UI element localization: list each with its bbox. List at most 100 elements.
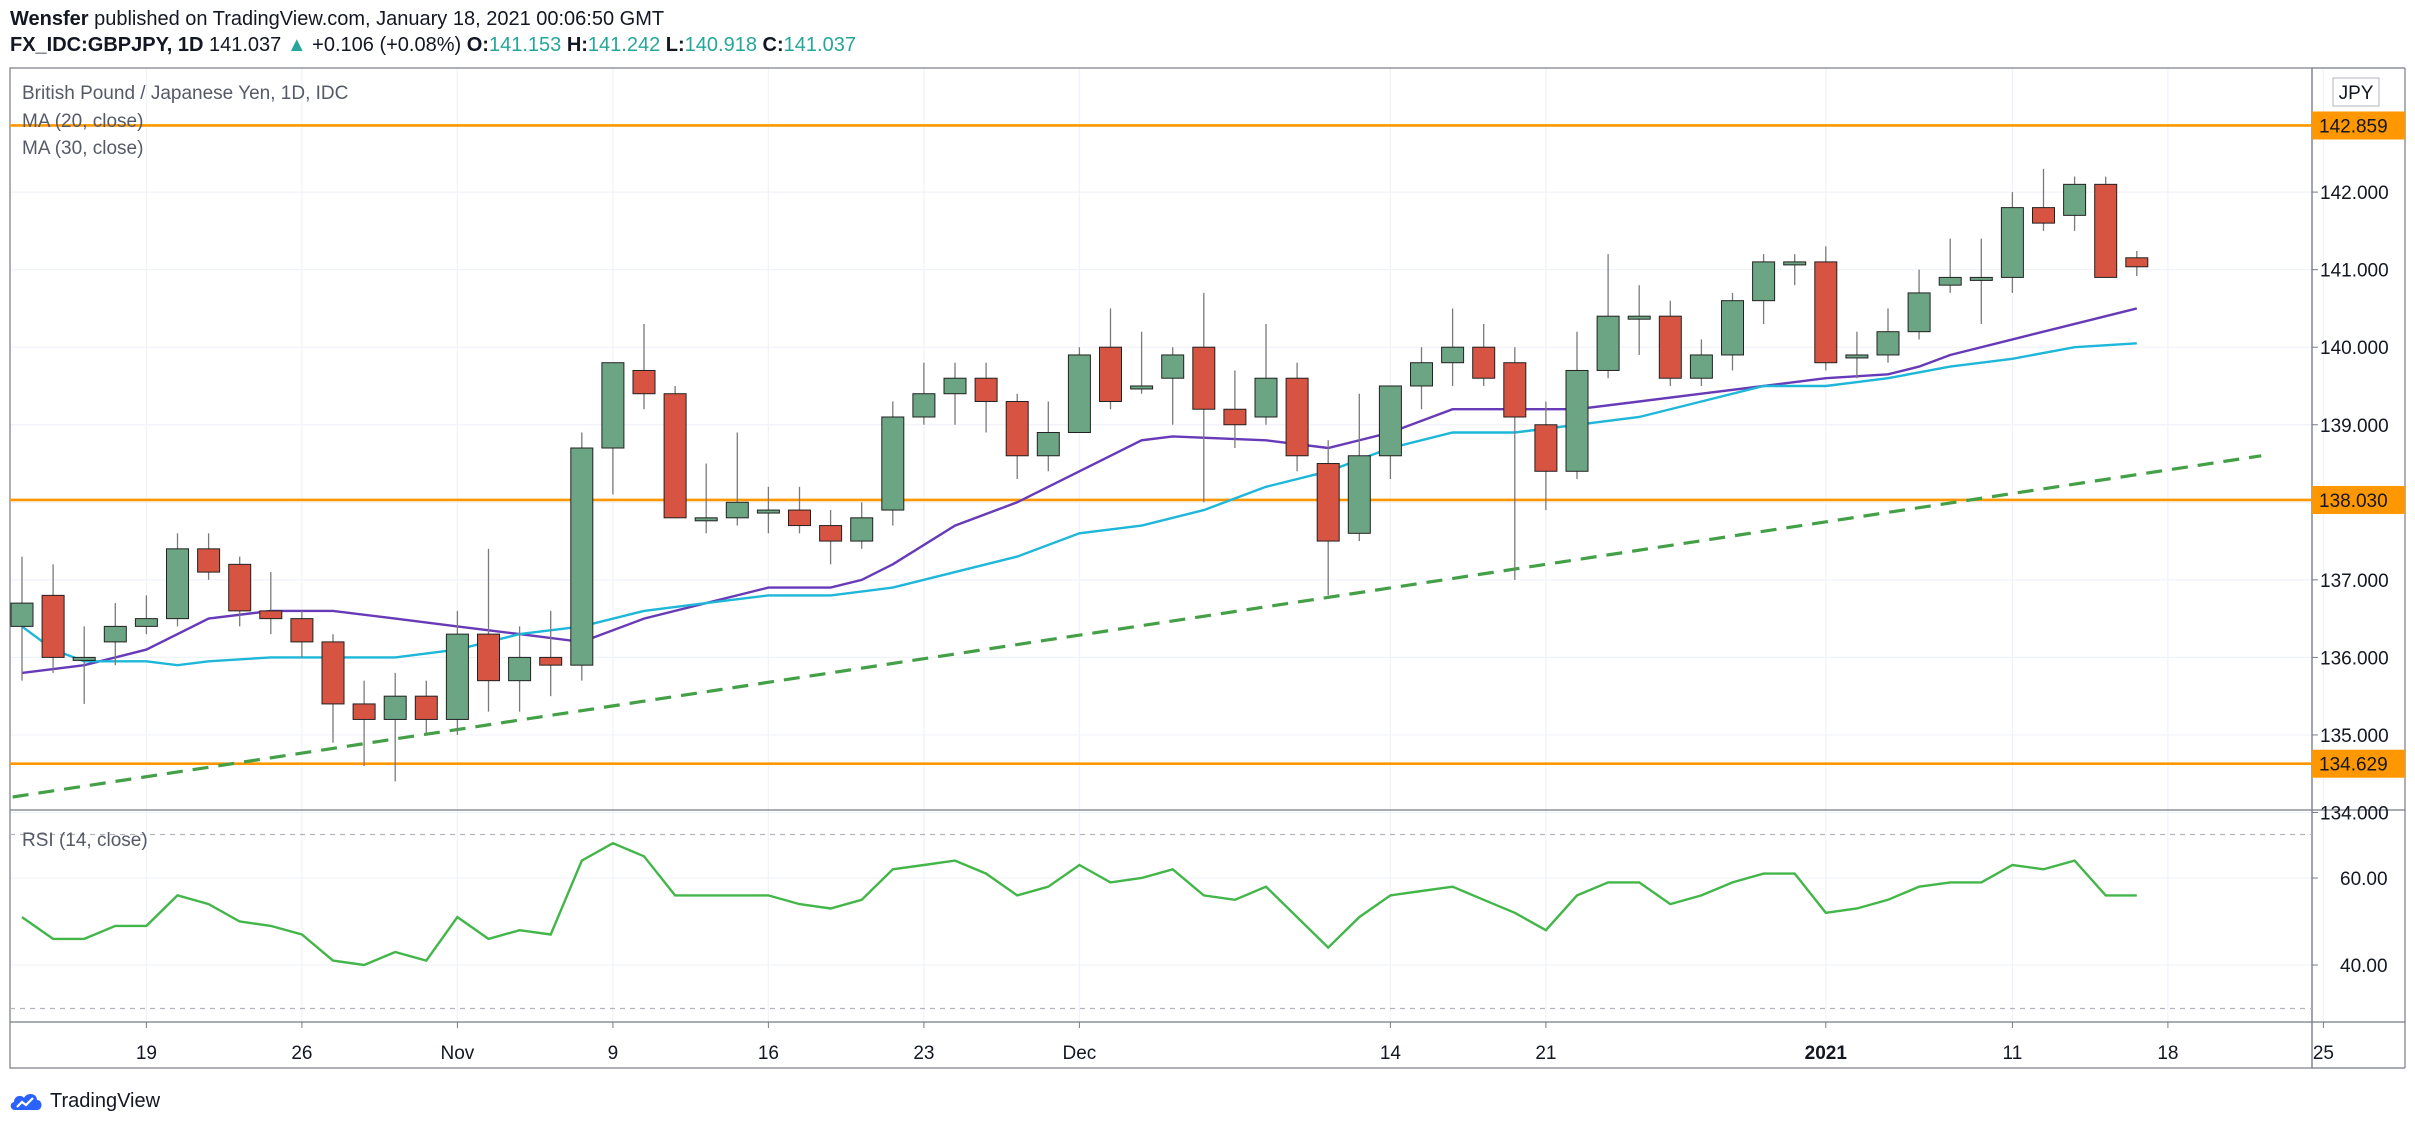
up-arrow-icon: ▲ [286, 34, 307, 56]
candle-body [445, 633, 469, 720]
candle-body [1752, 261, 1776, 302]
candle [1067, 347, 1091, 434]
candle [788, 486, 811, 534]
candle [1130, 331, 1154, 394]
candle [72, 626, 96, 704]
candle-body [321, 641, 345, 705]
candle-body [1876, 331, 1900, 356]
currency-badge: JPY [2332, 77, 2380, 107]
chart-title: British Pound / Japanese Yen, 1D, IDC [22, 83, 348, 104]
rsi-pane [10, 833, 2312, 1010]
level-badge [2312, 485, 2405, 514]
candle-body [1721, 300, 1744, 356]
candle-body [290, 618, 314, 643]
candle [1285, 362, 1309, 472]
price-tick-label: 134.000 [2320, 804, 2389, 825]
candle-body [1845, 354, 1869, 359]
candle [1099, 308, 1122, 410]
candle-body [632, 369, 656, 395]
level-badge [2312, 749, 2405, 778]
candle [850, 502, 874, 549]
publish-text: published on TradingView.com, January 18… [94, 8, 665, 30]
high-label: H: [566, 34, 588, 56]
candle [756, 486, 780, 534]
time-tick-label: 23 [913, 1043, 934, 1064]
candle [1658, 300, 1682, 386]
ma20-line [21, 307, 2138, 675]
candle-body [228, 563, 252, 612]
candle [2094, 176, 2118, 278]
candle [1596, 254, 1620, 379]
time-tick-label: 19 [136, 1043, 157, 1064]
candle-body [1814, 261, 1838, 364]
price-tick-label: 141.000 [2320, 261, 2389, 282]
currency-label: JPY [2339, 83, 2374, 104]
candle [725, 432, 749, 526]
candle-body [2125, 257, 2149, 268]
candle [414, 680, 438, 735]
candle-body [725, 501, 749, 519]
candle [1254, 323, 1278, 425]
candle [2032, 168, 2055, 231]
brand-name: TradingView [50, 1089, 161, 1112]
author-name[interactable]: Wensfer [10, 8, 89, 30]
candle-body [1969, 276, 1993, 281]
candle [1378, 385, 1402, 480]
time-tick-label: 11 [2003, 1043, 2023, 1064]
candle [228, 556, 252, 627]
price-axis[interactable]: 134.000135.000136.000137.000138.000139.0… [2312, 111, 2405, 977]
time-tick-label: 16 [758, 1043, 779, 1064]
time-tick-label: 2021 [1805, 1043, 1848, 1064]
candle [2125, 250, 2149, 277]
candle-body [103, 625, 127, 643]
candle [1876, 308, 1900, 363]
candle [1005, 393, 1029, 480]
horizontal-levels[interactable] [10, 124, 2312, 766]
candle [2063, 176, 2087, 231]
candle-body [383, 695, 407, 720]
candle-body [1627, 315, 1651, 320]
candle [1161, 347, 1185, 425]
candle [103, 603, 127, 666]
candle [508, 626, 532, 712]
trendline-dashed [12, 454, 2262, 799]
candle-body [1192, 346, 1216, 410]
publish-info: Wensfer published on TradingView.com, Ja… [10, 6, 664, 32]
chart-frame [9, 67, 2406, 1069]
candle-body [2000, 207, 2024, 278]
trendline[interactable] [12, 454, 2262, 799]
level-label: 134.629 [2319, 755, 2388, 776]
candle [601, 362, 625, 495]
candle [1752, 254, 1776, 324]
candle [663, 385, 687, 519]
high-value: 141.242 [587, 34, 661, 56]
tradingview-logo[interactable]: TradingView [8, 1086, 160, 1116]
candle-body [10, 602, 34, 627]
candle [1845, 331, 1869, 379]
candle-body [570, 447, 594, 666]
time-tick-label: 25 [2313, 1043, 2334, 1064]
candle-body [1534, 424, 1558, 472]
moving-averages [21, 307, 2138, 675]
price-tick-label: 142.000 [2320, 183, 2389, 204]
candle [445, 610, 469, 735]
candle-body [1596, 315, 1620, 371]
candle-body [881, 416, 905, 511]
candle-body [1689, 354, 1713, 379]
candle [694, 463, 718, 534]
candle [539, 610, 563, 697]
candle-body [819, 525, 843, 542]
candle [477, 548, 500, 712]
time-axis[interactable]: 19 26 Nov 9 16 23 Dec 14 21 2021 11 18 25 [136, 1022, 2334, 1064]
candle [1969, 238, 1993, 324]
candle-body [601, 362, 625, 449]
candle [2000, 192, 2024, 293]
candle [1938, 238, 1962, 293]
candle-body [1036, 432, 1060, 457]
candle [352, 680, 376, 766]
rsi-line [21, 841, 2137, 967]
candle [321, 634, 345, 743]
candle [974, 362, 998, 433]
legend-ma30: MA (30, close) [22, 138, 143, 159]
